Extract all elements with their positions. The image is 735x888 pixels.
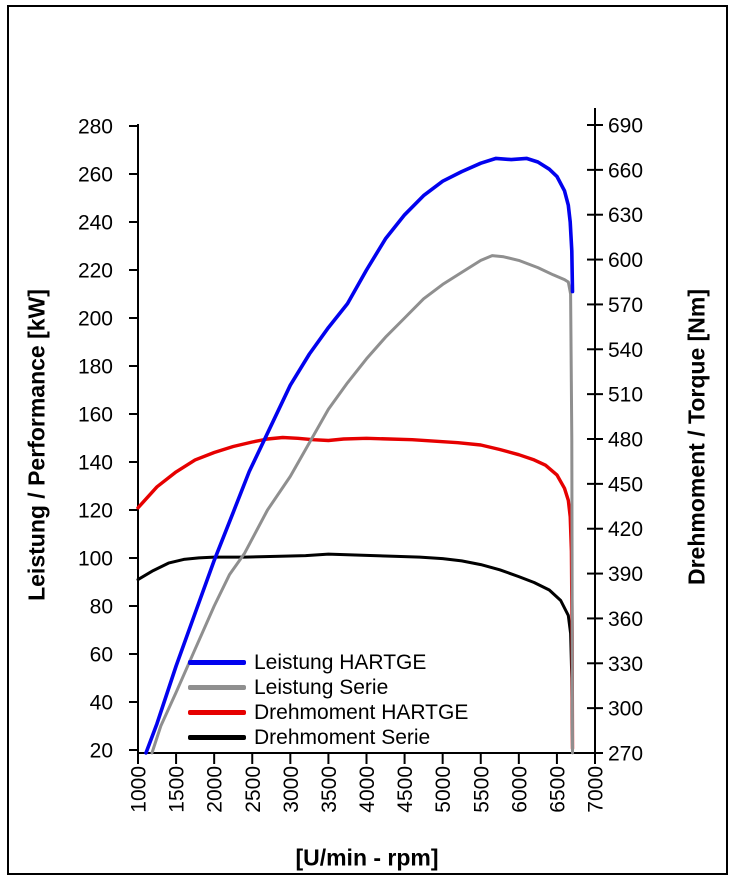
right-tick-label: 540 [608, 339, 643, 362]
left-tick-label: 120 [78, 500, 113, 523]
right-tick-label: 450 [608, 473, 643, 496]
outer-border [7, 5, 728, 875]
left-tick-label: 140 [78, 452, 113, 475]
left-tick-label: 100 [78, 548, 113, 571]
legend-item-leistung-serie: Leistung Serie [188, 675, 468, 700]
right-tick-label: 420 [608, 518, 643, 541]
right-tick-label: 390 [608, 563, 643, 586]
x-tick-label: 6500 [546, 766, 569, 813]
x-tick-label: 5500 [470, 766, 493, 813]
x-tick-label: 7000 [585, 766, 608, 813]
legend-label-leistung-serie: Leistung Serie [254, 676, 389, 699]
x-tick-label: 6000 [508, 766, 531, 813]
curve-drehmoment-serie [136, 552, 574, 750]
x-tick-label: 5000 [432, 766, 455, 813]
right-tick-label: 660 [608, 159, 643, 182]
left-tick-label: 40 [90, 692, 113, 715]
left-tick-label: 160 [78, 404, 113, 427]
x-tick-label: 3500 [318, 766, 341, 813]
left-tick-label: 20 [90, 740, 113, 763]
left-axis-title: Leistung / Performance [kW] [23, 289, 50, 601]
legend-item-leistung-hartge: Leistung HARTGE [188, 650, 468, 675]
right-tick-label: 480 [608, 429, 643, 452]
curve-leistung-serie [150, 254, 574, 755]
x-tick-label: 2000 [204, 766, 227, 813]
x-tick-label: 2500 [242, 766, 265, 813]
right-tick-label: 690 [608, 115, 643, 138]
right-tick-label: 630 [608, 204, 643, 227]
left-tick-label: 200 [78, 308, 113, 331]
x-tick-label: 3000 [280, 766, 303, 813]
legend: Leistung HARTGE Leistung Serie Drehmomen… [188, 650, 468, 750]
right-tick-label: 270 [608, 743, 643, 766]
x-tick-label: 4000 [356, 766, 379, 813]
legend-line-leistung-serie [188, 685, 246, 690]
curve-leistung-hartge [144, 156, 575, 755]
legend-label-leistung-hartge: Leistung HARTGE [254, 651, 427, 674]
left-tick-label: 80 [90, 596, 113, 619]
left-tick-label: 260 [78, 164, 113, 187]
right-tick-label: 330 [608, 653, 643, 676]
legend-line-drehmoment-serie [188, 735, 246, 740]
right-tick-label: 600 [608, 249, 643, 272]
legend-item-drehmoment-serie: Drehmoment Serie [188, 725, 468, 750]
curve-drehmoment-hartge [136, 435, 575, 751]
legend-line-leistung-hartge [188, 660, 246, 665]
x-tick-label: 4500 [394, 766, 417, 813]
legend-label-drehmoment-hartge: Drehmoment HARTGE [254, 701, 469, 724]
left-tick-label: 60 [90, 644, 113, 667]
x-axis-title: [U/min - rpm] [295, 844, 439, 871]
right-tick-label: 360 [608, 608, 643, 631]
x-tick-label: 1000 [128, 766, 151, 813]
legend-label-drehmoment-serie: Drehmoment Serie [254, 726, 431, 749]
right-tick-label: 510 [608, 384, 643, 407]
x-tick-label: 1500 [166, 766, 189, 813]
left-tick-label: 280 [78, 116, 113, 139]
legend-line-drehmoment-hartge [188, 710, 246, 715]
left-tick-label: 240 [78, 212, 113, 235]
right-tick-label: 570 [608, 294, 643, 317]
right-tick-label: 300 [608, 698, 643, 721]
right-axis-title: Drehmoment / Torque [Nm] [683, 288, 710, 586]
left-tick-label: 220 [78, 260, 113, 283]
legend-item-drehmoment-hartge: Drehmoment HARTGE [188, 700, 468, 725]
left-tick-label: 180 [78, 356, 113, 379]
